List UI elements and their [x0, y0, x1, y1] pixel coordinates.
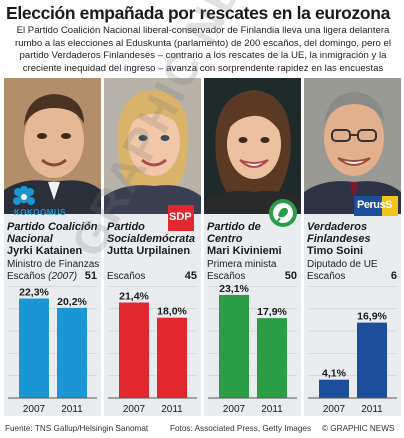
bar-perus-2007: [319, 379, 349, 398]
photo-urpilainen: [104, 78, 201, 214]
footer-source: Fuente: TNS Gallup/Helsingin Sanomat: [5, 424, 149, 433]
seats-label-text: Escaños: [7, 271, 46, 282]
page-title: Elección empañada por rescates en la eur…: [6, 3, 390, 23]
data-label: 17,9%: [257, 306, 287, 318]
party-name-keskusta: Partido de Centro: [207, 221, 261, 245]
x-tick-label: 2011: [361, 404, 383, 415]
seats-year: (2007): [48, 271, 78, 282]
sdp-rose-icon: [168, 205, 194, 231]
leader-role-keskusta: Primera minista: [207, 259, 277, 270]
x-tick-label: 2007: [223, 404, 246, 415]
seats-value-keskusta: 50: [284, 270, 297, 282]
bar-keskusta-2007: [219, 294, 249, 398]
leader-role-perus: Diputado de UE: [307, 259, 378, 270]
bar-kokoomus-2011: [57, 307, 87, 398]
x-tick-label: 2007: [23, 404, 46, 415]
bar-keskusta-2011: [257, 318, 287, 398]
bar-kokoomus-2007: [19, 298, 49, 398]
keskusta-clover-icon: [269, 199, 297, 227]
data-label: 20,2%: [57, 296, 87, 308]
data-label: 16,9%: [357, 311, 387, 323]
seats-value-perus: 6: [390, 270, 397, 282]
data-label: 22,3%: [19, 287, 49, 299]
leader-name-sdp: Jutta Urpilainen: [107, 245, 191, 257]
perus-lion-icon: [354, 196, 398, 216]
x-tick-label: 2011: [261, 404, 283, 415]
data-label: 21,4%: [119, 291, 149, 303]
leader-name-keskusta: Mari Kiviniemi: [207, 245, 282, 257]
seats-label-sdp: Escaños: [107, 271, 146, 282]
party-name-kokoomus: Partido Coalición Nacional: [7, 221, 98, 245]
party-name-perus: Verdaderos Finlandeses: [307, 221, 371, 245]
x-tick-label: 2007: [323, 404, 346, 415]
x-tick-label: 2011: [61, 404, 83, 415]
bar-sdp-2007: [119, 302, 149, 398]
kokoomus-logo: KOKOOMUS: [6, 185, 76, 220]
footer-credit: © GRAPHIC NEWS: [322, 424, 395, 433]
kokoomus-flower-icon: [13, 185, 35, 205]
bar-perus-2011: [357, 322, 387, 398]
leader-name-kokoomus: Jyrki Katainen: [7, 245, 83, 257]
leader-name-perus: Timo Soini: [307, 245, 364, 257]
data-label: 18,0%: [157, 306, 187, 318]
perus-logo: PerusS: [354, 196, 398, 216]
intro-text: El Partido Coalición Nacional liberal-co…: [15, 25, 391, 74]
seats-label-perus: Escaños: [307, 271, 346, 282]
keskusta-logo: [268, 198, 298, 228]
photo-katainen: [4, 78, 101, 214]
x-tick-label: 2011: [161, 404, 183, 415]
perus-logo-text: PerusS: [357, 199, 392, 211]
sdp-logo: SDP: [166, 203, 196, 233]
footer-photos: Fotos: Associated Press, Getty Images: [170, 424, 312, 433]
data-label: 23,1%: [219, 283, 249, 295]
x-tick-label: 2007: [123, 404, 146, 415]
seats-value-sdp: 45: [184, 270, 197, 282]
kokoomus-logo-text: KOKOOMUS: [14, 208, 66, 217]
seats-label-kokoomus: Escaños (2007): [7, 271, 77, 282]
photo-soini: [304, 78, 401, 214]
seats-label-keskusta: Escaños: [207, 271, 246, 282]
seats-value-kokoomus: 51: [84, 270, 97, 282]
data-label: 4,1%: [322, 368, 347, 380]
sdp-logo-text: SDP: [169, 211, 192, 223]
party-name-sdp: Partido Socialdemócrata: [107, 221, 196, 245]
photo-kiviniemi: [204, 78, 301, 214]
leader-role-kokoomus: Ministro de Finanzas: [7, 259, 100, 270]
bar-sdp-2011: [157, 317, 187, 398]
